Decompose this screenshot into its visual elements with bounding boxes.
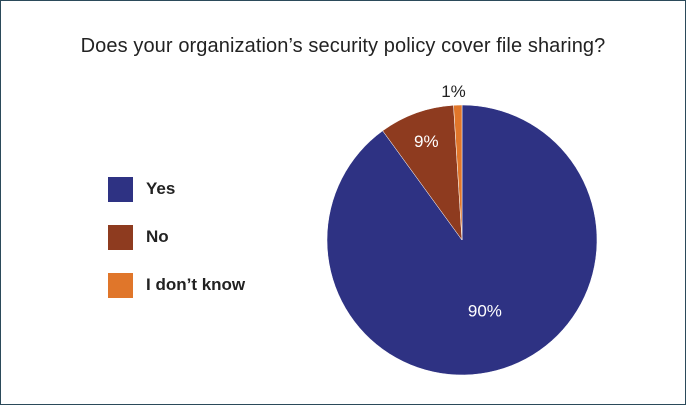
slice-dont-know xyxy=(453,104,463,241)
chart-title: Does your organization’s security policy… xyxy=(80,35,606,57)
legend-item-dont-know: I don’t know xyxy=(108,272,245,298)
legend: Yes No I don’t know xyxy=(108,176,245,320)
legend-label-yes: Yes xyxy=(146,179,176,198)
legend-item-no: No xyxy=(108,224,245,250)
legend-item-yes: Yes xyxy=(108,176,245,202)
legend-swatch-dont-know xyxy=(108,272,133,298)
legend-label-no: No xyxy=(146,227,169,246)
legend-label-dont-know: I don’t know xyxy=(146,275,246,294)
data-label-dont-know: 1% xyxy=(441,82,466,101)
legend-swatch-no xyxy=(108,224,133,250)
data-label-yes: 90% xyxy=(468,302,502,321)
legend-swatch-yes xyxy=(108,176,133,202)
data-label-no: 9% xyxy=(414,132,439,151)
